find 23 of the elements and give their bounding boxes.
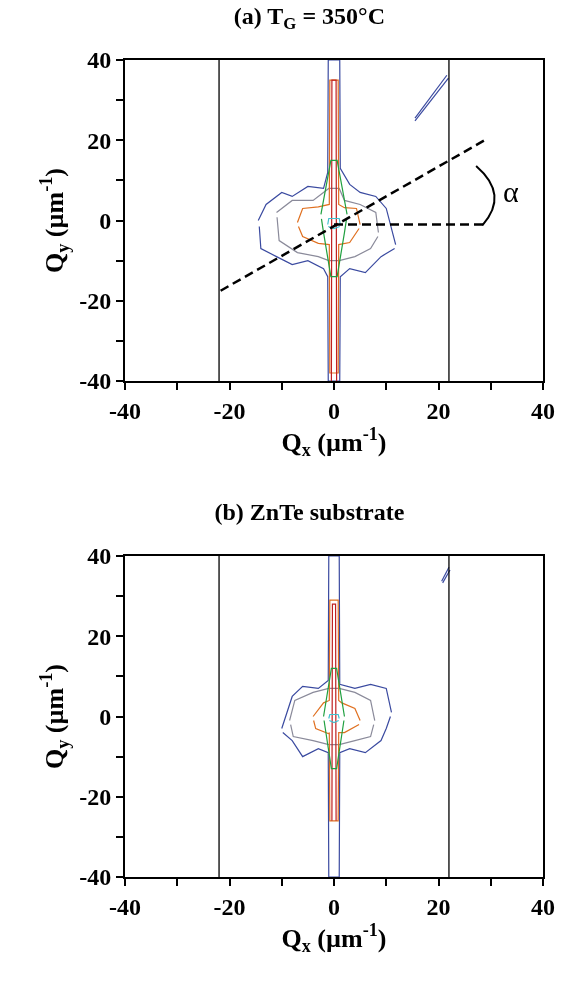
x-tick-label: 20 — [426, 397, 451, 424]
x-axis-title: Q$_{x}$ (µm$^{-1}$) — [281, 919, 387, 957]
chart-title: (a) T$_{G}$ = 350°C — [233, 3, 386, 34]
y-tick-label: 0 — [99, 207, 112, 234]
y-tick-label: 20 — [87, 623, 112, 650]
y-tick-label: -20 — [79, 288, 112, 315]
x-tick-label: 20 — [426, 893, 451, 920]
y-tick-label: -40 — [79, 864, 112, 891]
x-tick-label: 40 — [531, 397, 555, 424]
y-tick-label: -20 — [79, 784, 112, 811]
x-tick-label: 0 — [328, 397, 340, 424]
annotation: α — [503, 175, 519, 208]
y-tick-label: 40 — [87, 543, 112, 570]
y-tick-label: 40 — [87, 47, 112, 74]
x-tick-label: -20 — [213, 893, 246, 920]
x-tick-label: -20 — [213, 397, 246, 424]
x-tick-label: 40 — [531, 893, 555, 920]
x-axis-title: Q$_{x}$ (µm$^{-1}$) — [281, 423, 387, 461]
x-tick-label: 0 — [328, 893, 340, 920]
chart-title: (b) ZnTe substrate — [214, 499, 405, 526]
y-tick-label: 0 — [99, 703, 112, 730]
y-tick-label: 20 — [87, 127, 112, 154]
y-tick-label: -40 — [79, 368, 112, 395]
